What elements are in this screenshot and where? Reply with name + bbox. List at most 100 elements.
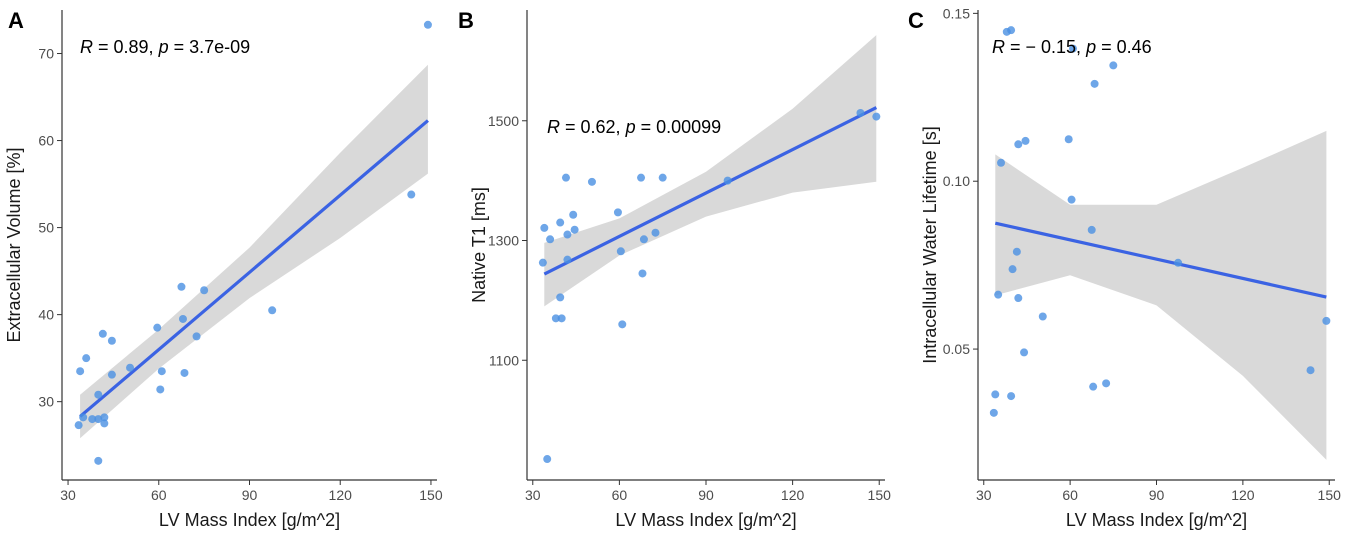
data-point [989, 408, 998, 417]
confidence-band [80, 64, 428, 439]
data-point [1090, 79, 1099, 88]
data-point [1012, 247, 1021, 256]
y-tick-label: 70 [38, 46, 54, 62]
data-point [991, 390, 1000, 399]
stat-value: = 0.62, [560, 117, 626, 137]
data-point [1102, 379, 1111, 388]
data-point [1064, 135, 1073, 144]
x-tick-label: 60 [151, 487, 167, 503]
x-tick-label: 120 [1231, 487, 1255, 503]
x-tick-label: 150 [868, 487, 892, 503]
stat-symbol: p [158, 37, 169, 57]
panel-c: 30 60 90 120 150 0.05 0.10 0.15 LV Mass Index [g… [908, 5, 1341, 530]
data-point [994, 290, 1003, 299]
data-point [156, 385, 165, 394]
x-tick-label: 30 [976, 487, 992, 503]
data-point [651, 228, 660, 237]
x-tick-label: 90 [242, 487, 258, 503]
data-point [153, 323, 162, 332]
y-tick-label: 1100 [489, 352, 519, 368]
data-point [637, 173, 646, 182]
data-point [100, 413, 109, 422]
data-point [561, 173, 570, 182]
stat-symbol: p [1085, 37, 1096, 57]
data-point [557, 314, 566, 323]
y-tick-label: 60 [38, 133, 54, 149]
x-axis-title: LV Mass Index [g/m^2] [1066, 510, 1247, 530]
data-point [551, 314, 560, 323]
data-point [79, 413, 88, 422]
regression-line [994, 221, 1327, 299]
data-point [1021, 136, 1030, 145]
data-point [1038, 312, 1047, 321]
data-point [997, 158, 1006, 167]
data-point [126, 363, 135, 372]
data-point [94, 456, 103, 465]
panel-letter: A [8, 8, 24, 33]
data-point [872, 112, 881, 121]
x-tick-label: 90 [698, 487, 714, 503]
y-tick-label: 0.10 [943, 173, 970, 189]
data-point [1014, 140, 1023, 149]
data-point [76, 367, 85, 376]
data-point [543, 455, 552, 464]
x-tick-label: 60 [1062, 487, 1078, 503]
data-point [856, 108, 865, 117]
data-point [100, 419, 109, 428]
y-axis-title: Intracellular Water Lifetime [s] [920, 126, 940, 363]
data-point [107, 370, 116, 379]
data-point [569, 210, 578, 219]
stat-symbol: R [80, 37, 93, 57]
data-point [616, 247, 625, 256]
data-point [98, 329, 107, 338]
data-point [540, 223, 549, 232]
y-tick-label: 1500 [488, 113, 519, 129]
data-point [1007, 26, 1016, 35]
data-point [1008, 265, 1017, 274]
data-point [180, 368, 189, 377]
data-point [563, 255, 572, 264]
x-tick-label: 30 [60, 487, 76, 503]
data-point [1007, 392, 1016, 401]
data-point [570, 225, 579, 234]
data-point [658, 173, 667, 182]
data-point [1306, 366, 1315, 375]
x-axis-title: LV Mass Index [g/m^2] [615, 510, 796, 530]
data-point [1109, 61, 1118, 70]
x-tick-label: 150 [1318, 487, 1342, 503]
data-point [1067, 195, 1076, 204]
stat-annotation: R = 0.89, p = 3.7e-09 [80, 37, 250, 57]
data-point [74, 421, 83, 430]
stat-annotation: R = − 0.15, p = 0.46 [992, 37, 1152, 57]
stat-value: = 0.00099 [636, 117, 722, 137]
data-point [94, 415, 103, 424]
data-point [1174, 258, 1183, 267]
y-tick-label: 50 [38, 220, 54, 236]
data-point [618, 320, 627, 329]
data-point [200, 286, 209, 295]
panel-letter: C [908, 8, 924, 33]
x-tick-label: 150 [419, 487, 443, 503]
data-point [1020, 348, 1029, 357]
data-point [546, 235, 555, 244]
data-point [1089, 382, 1098, 391]
data-point [423, 20, 432, 29]
data-point [1014, 294, 1023, 303]
panel-letter: B [458, 8, 474, 33]
y-tick-label: 1300 [488, 233, 519, 249]
stat-value: = − 0.15, [1005, 37, 1086, 57]
stat-value: = 0.89, [93, 37, 159, 57]
data-point [556, 218, 565, 227]
data-point [639, 235, 648, 244]
y-axis-title: Extracellular Volume [%] [4, 147, 24, 342]
x-tick-label: 120 [781, 487, 805, 503]
stat-annotation: R = 0.62, p = 0.00099 [547, 117, 721, 137]
data-point [82, 354, 91, 363]
data-point [638, 269, 647, 278]
data-point [587, 177, 596, 186]
data-point [1069, 44, 1078, 53]
data-point [538, 258, 547, 267]
y-tick-label: 0.05 [943, 341, 970, 357]
data-point [723, 176, 732, 185]
